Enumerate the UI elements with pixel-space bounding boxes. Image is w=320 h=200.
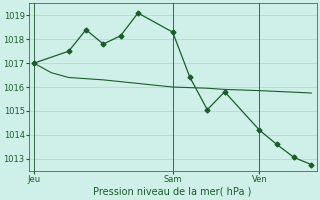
- X-axis label: Pression niveau de la mer( hPa ): Pression niveau de la mer( hPa ): [93, 187, 252, 197]
